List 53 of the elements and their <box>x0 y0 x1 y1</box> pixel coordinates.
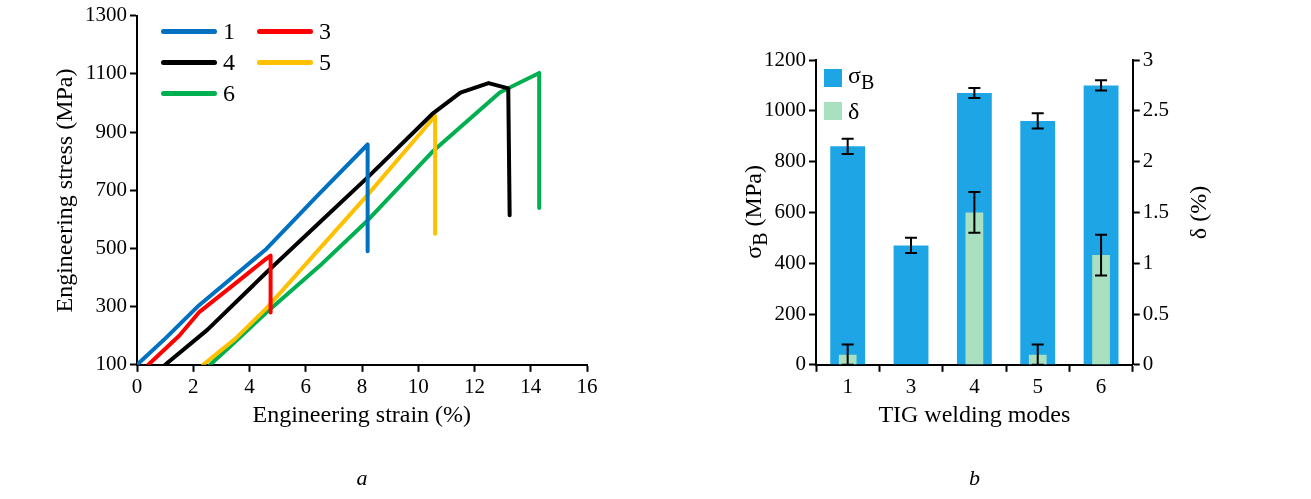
x-tick-label: 4 <box>244 373 256 398</box>
y-tick-label: 400 <box>774 249 806 274</box>
y-tick-label: 1000 <box>764 97 806 122</box>
legend-label: 6 <box>223 79 235 107</box>
y-tick-label: 300 <box>95 293 127 318</box>
y2-tick-label: 2 <box>1142 148 1154 173</box>
legend-label: σ$_{B}$ <box>848 62 875 94</box>
bar <box>830 146 866 365</box>
x-tick-label: 1 <box>842 373 853 398</box>
x-axis-title: TIG welding modes <box>878 400 1071 428</box>
bar <box>965 212 984 365</box>
x-tick-label: 3 <box>905 373 917 398</box>
y2-tick-label: 0 <box>1142 351 1154 376</box>
y-tick-label: 500 <box>95 234 127 259</box>
legend-label: 5 <box>319 48 331 76</box>
y-tick-label: 1300 <box>85 2 127 27</box>
x-axis-title: Engineering strain (%) <box>252 400 472 428</box>
y-tick-label: 600 <box>774 198 806 223</box>
x-tick-label: 5 <box>1032 373 1043 398</box>
y-tick-label: 100 <box>95 351 127 376</box>
legend-label: 4 <box>223 48 235 76</box>
x-tick-label: 10 <box>407 373 429 398</box>
y-tick-label: 1200 <box>764 46 806 71</box>
text: a <box>356 465 368 491</box>
y2-tick-label: 1.5 <box>1142 198 1169 223</box>
legend-label: 3 <box>319 17 331 45</box>
x-tick-label: 2 <box>188 373 199 398</box>
y2-tick-label: 0.5 <box>1142 300 1169 325</box>
y-tick-label: 900 <box>95 118 127 143</box>
y-tick-label: 700 <box>95 176 127 201</box>
y2-tick-label: 2.5 <box>1142 97 1169 122</box>
x-tick-label: 4 <box>969 373 981 398</box>
text: b <box>968 465 980 491</box>
x-tick-label: 0 <box>131 373 143 398</box>
y2-axis-title: δ (%) <box>1185 185 1213 240</box>
y-tick-label: 0 <box>795 351 806 376</box>
x-tick-label: 16 <box>576 373 598 398</box>
y-tick-label: 1100 <box>85 60 127 85</box>
legend-label: 1 <box>223 17 235 45</box>
bar <box>893 245 929 365</box>
y-tick-label: 800 <box>774 148 806 173</box>
y2-tick-label: 3 <box>1142 46 1154 71</box>
x-tick-label: 14 <box>520 373 542 398</box>
x-tick-label: 8 <box>356 373 368 398</box>
y-tick-label: 200 <box>774 300 806 325</box>
x-tick-label: 6 <box>1095 373 1107 398</box>
x-tick-label: 12 <box>464 373 485 398</box>
bar <box>1092 255 1110 365</box>
x-tick-label: 6 <box>300 373 311 398</box>
bar <box>1020 120 1056 365</box>
legend-label: δ <box>848 97 860 125</box>
y-axis-title: Engineering stress (MPa) <box>51 68 79 313</box>
y2-tick-label: 1 <box>1142 249 1154 274</box>
